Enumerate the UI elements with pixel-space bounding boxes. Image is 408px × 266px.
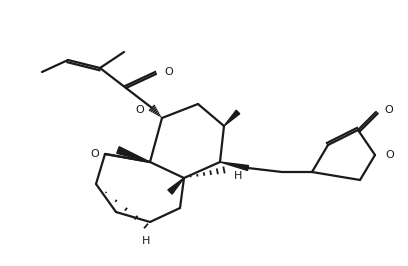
Text: O: O <box>90 149 99 159</box>
Polygon shape <box>224 110 240 126</box>
Polygon shape <box>220 162 248 171</box>
Polygon shape <box>117 147 150 162</box>
Text: O: O <box>135 105 144 115</box>
Polygon shape <box>168 178 184 194</box>
Text: O: O <box>385 150 394 160</box>
Text: H: H <box>142 236 150 246</box>
Text: O: O <box>384 105 393 115</box>
Text: H: H <box>234 171 242 181</box>
Text: O: O <box>164 67 173 77</box>
